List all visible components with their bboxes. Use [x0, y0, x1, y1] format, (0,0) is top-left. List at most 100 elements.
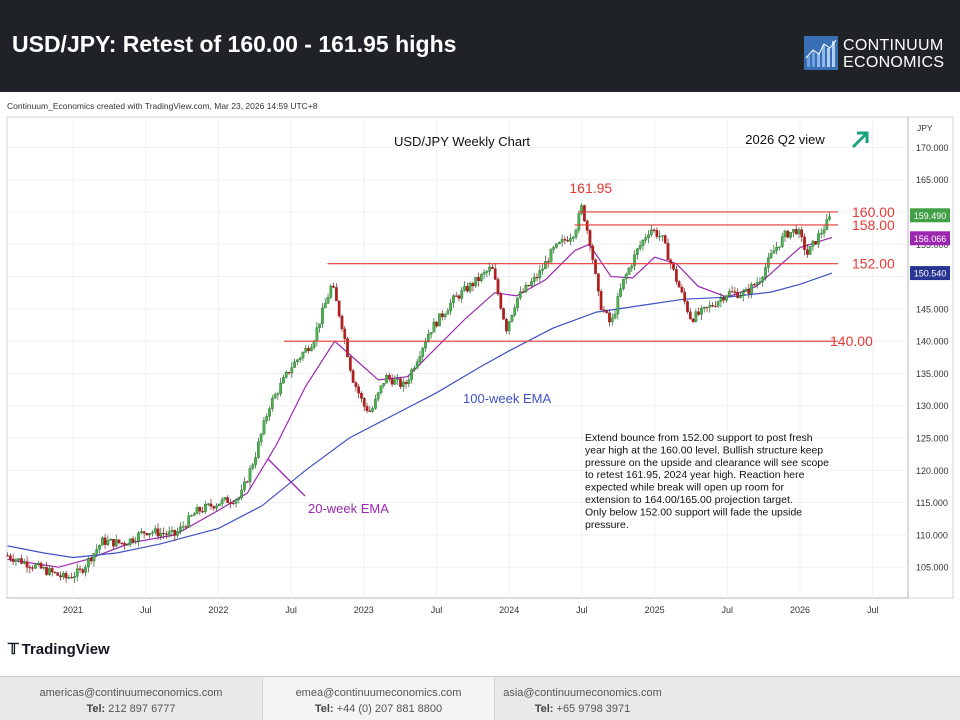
candle-body: [418, 356, 422, 363]
candle-body: [251, 464, 255, 469]
candle-body: [797, 229, 801, 235]
candle-body: [229, 502, 232, 504]
candle-body: [81, 569, 85, 573]
candle-body: [468, 283, 472, 292]
candle-body: [374, 398, 377, 409]
candle-body: [98, 545, 101, 550]
candle-body: [351, 370, 355, 383]
page-title: USD/JPY: Retest of 160.00 - 161.95 highs: [12, 31, 457, 57]
candle-body: [279, 383, 283, 394]
candle-body: [518, 291, 522, 299]
candle-body: [89, 558, 93, 562]
commentary-line: to retest 161.95, 2024 year high. Reacti…: [585, 469, 805, 481]
candle-body: [583, 205, 586, 222]
candle-body: [541, 268, 544, 271]
contact-email[interactable]: emea@continuumeconomics.com: [295, 687, 462, 699]
candle-body: [730, 291, 734, 293]
candle-body: [532, 276, 536, 282]
tel-label: Tel:: [534, 703, 554, 715]
tradingview-mark-icon: 𝕋: [8, 641, 19, 658]
candle-body: [463, 286, 466, 291]
candle-body: [741, 291, 745, 297]
candle-body: [424, 341, 427, 349]
tel-label: Tel:: [314, 703, 334, 715]
candle-body: [686, 301, 689, 312]
candle-body: [585, 220, 589, 231]
candle-body: [683, 291, 687, 302]
candle-body: [25, 561, 29, 568]
candle-body: [204, 504, 207, 512]
y-tick-label: 105.000: [916, 563, 949, 573]
candle-body: [711, 304, 714, 307]
candle-body: [290, 367, 294, 374]
tradingview-logo: 𝕋 TradingView: [8, 641, 110, 658]
y-tick-label: 170.000: [916, 143, 949, 153]
contact-email[interactable]: americas@continuumeconomics.com: [39, 687, 223, 699]
candle-body: [627, 268, 631, 275]
candle-body: [828, 216, 831, 220]
candle-body: [613, 313, 617, 319]
candle-body: [410, 369, 413, 380]
candle-body: [571, 236, 575, 239]
ema-layer: [7, 236, 833, 568]
candle-body: [635, 248, 639, 255]
commentary-line: pressure on the upside and clearance wil…: [585, 457, 829, 469]
candle-body: [282, 377, 285, 384]
candle-body: [265, 416, 269, 421]
slide-header: USD/JPY: Retest of 160.00 - 161.95 highs…: [0, 0, 960, 92]
candle-body: [393, 379, 397, 385]
candle-body: [78, 568, 82, 570]
level-label: 158.00: [852, 217, 895, 233]
candle-body: [493, 268, 497, 280]
candle-body: [552, 247, 556, 250]
candle-body: [87, 558, 90, 568]
candle-body: [764, 267, 767, 278]
candle-body: [106, 540, 110, 545]
chart-credit: Continuum_Economics created with Trading…: [7, 101, 318, 111]
candle-body: [137, 532, 140, 542]
candle-body: [407, 379, 411, 384]
candle-body: [126, 544, 129, 546]
candle-body: [348, 356, 352, 371]
candle-body: [599, 291, 603, 310]
candle-body: [368, 410, 372, 412]
candle-body: [502, 308, 505, 320]
candle-body: [170, 529, 174, 532]
candle-body: [719, 297, 723, 302]
candle-body: [215, 505, 218, 509]
candle-body: [390, 378, 394, 385]
candle-body: [39, 563, 43, 569]
axis-layer: 105.000 110.000 115.000 120.000 125.000 130.0…: [63, 123, 949, 615]
candle-body: [675, 269, 678, 282]
x-tick-label: Jul: [285, 605, 297, 615]
candle-body: [212, 506, 216, 509]
candle-body: [596, 273, 600, 292]
x-tick-label: 2024: [499, 605, 519, 615]
candle-body: [778, 246, 781, 248]
candle-body: [346, 338, 349, 358]
tel-label: Tel:: [86, 703, 106, 715]
contact-tel: +65 9798 3971: [556, 703, 631, 715]
candle-body: [376, 392, 380, 400]
candle-body: [67, 577, 71, 579]
candle-body: [396, 378, 400, 380]
candle-body: [736, 291, 740, 298]
candle-body: [360, 393, 363, 399]
ema20-label: 20-week EMA: [308, 501, 389, 516]
candle-body: [198, 507, 202, 512]
candle-body: [658, 236, 661, 238]
candle-body: [560, 239, 564, 243]
contact-email[interactable]: asia@continuumeconomics.com: [503, 687, 662, 699]
candle-body: [758, 281, 762, 283]
commentary-line: Extend bounce from 152.00 support to pos…: [585, 432, 813, 444]
candle-body: [755, 282, 759, 286]
usdjpy-weekly-chart: 105.000 110.000 115.000 120.000 125.000 130.0…: [6, 116, 954, 615]
candle-body: [34, 564, 37, 569]
candle-body: [262, 420, 266, 435]
candle-body: [312, 341, 316, 348]
candle-body: [800, 229, 804, 238]
price-label-text: 159.490: [914, 211, 947, 221]
candle-body: [527, 285, 531, 287]
candle-body: [237, 497, 241, 500]
